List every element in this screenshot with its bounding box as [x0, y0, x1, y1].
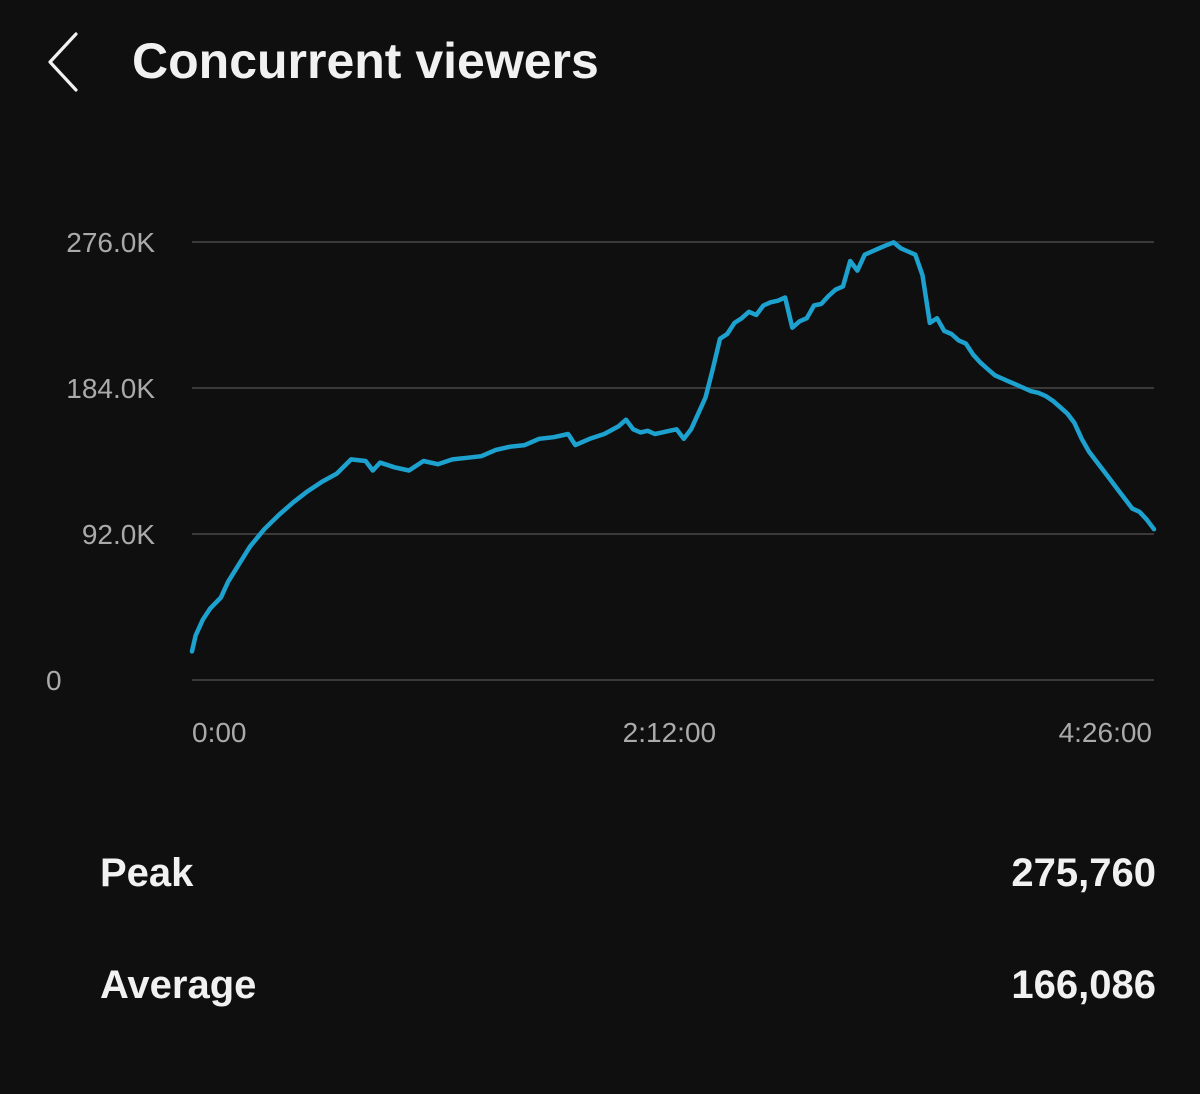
y-tick-label: 92.0K — [82, 519, 155, 550]
stat-value-peak: 275,760 — [1011, 851, 1156, 895]
page-title: Concurrent viewers — [132, 33, 599, 89]
x-tick-label: 0:00 — [192, 717, 247, 748]
x-axis-ticks: 0:00 2:12:00 4:26:00 — [192, 717, 1152, 748]
chevron-left-icon — [48, 32, 78, 92]
viewers-chart-svg: 0 92.0K 184.0K 276.0K 0:00 2:12:00 4:26:00 — [46, 227, 1157, 748]
stat-row-average: Average 166,086 — [100, 932, 1156, 1044]
y-tick-label: 184.0K — [66, 373, 155, 404]
stats-section: Peak 275,760 Average 166,086 — [100, 820, 1156, 1044]
series-line-concurrent-viewers — [189, 240, 1157, 654]
back-button[interactable] — [36, 22, 100, 102]
stat-row-peak: Peak 275,760 — [100, 820, 1156, 932]
stat-value-average: 166,086 — [1011, 963, 1156, 1007]
y-tick-label: 276.0K — [66, 227, 155, 258]
stat-label-average: Average — [100, 963, 257, 1007]
grid-lines — [192, 241, 1154, 681]
stat-label-peak: Peak — [100, 851, 194, 895]
y-axis-ticks: 0 92.0K 184.0K 276.0K — [46, 227, 155, 696]
x-tick-label: 4:26:00 — [1059, 717, 1152, 748]
series-layer — [189, 240, 1157, 654]
header: Concurrent viewers — [0, 0, 1200, 125]
viewers-chart: 0 92.0K 184.0K 276.0K 0:00 2:12:00 4:26:00 — [46, 227, 1157, 748]
y-tick-label: 0 — [46, 665, 62, 696]
x-tick-label: 2:12:00 — [623, 717, 716, 748]
